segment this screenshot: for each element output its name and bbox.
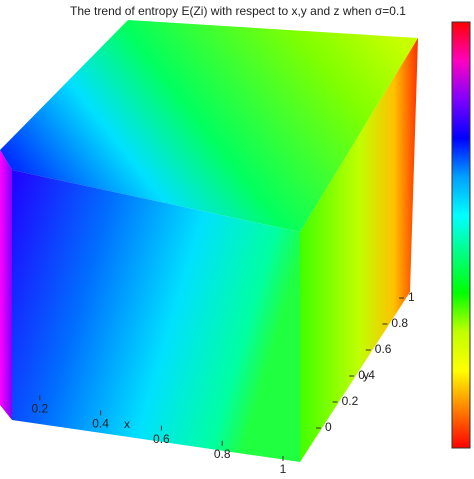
x-tick-label: 0.2 (31, 401, 48, 415)
x-tick-label: 1 (280, 462, 287, 474)
y-tick-label: 0 (325, 420, 332, 434)
volume-slices (0, 20, 418, 462)
y-axis-label: y (363, 368, 369, 382)
y-tick-label: 0.2 (342, 394, 359, 408)
y-tick-label: 1 (408, 290, 415, 304)
x-tick-label: 0.4 (92, 417, 109, 431)
x-axis-label: x (124, 417, 130, 431)
top-face (0, 20, 418, 232)
y-tick-label: 0.8 (391, 316, 408, 330)
left-face (0, 150, 12, 420)
chart-title: The trend of entropy E(Zi) with respect … (70, 4, 406, 18)
y-tick-label: 0.6 (375, 342, 392, 356)
front-face (12, 170, 300, 462)
colorbar (451, 21, 471, 449)
right-face (300, 38, 418, 462)
x-tick-label: 0.8 (214, 447, 231, 461)
x-tick-label: 0.6 (153, 432, 170, 446)
y-tick-label: 0.4 (358, 368, 375, 382)
